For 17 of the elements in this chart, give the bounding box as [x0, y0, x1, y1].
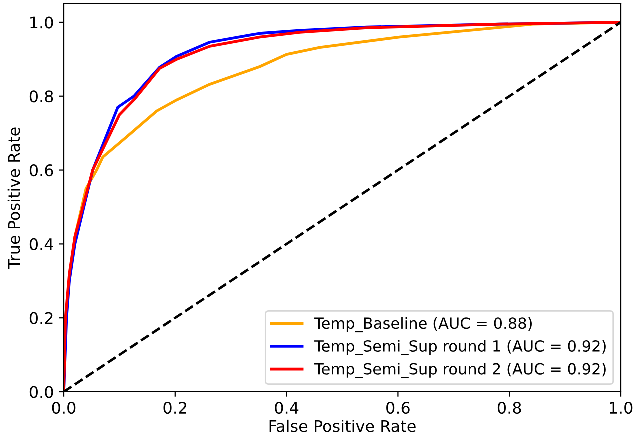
x-axis-title: False Positive Rate	[270, 420, 416, 432]
legend-label: Temp_Baseline (AUC = 0.88)	[314, 317, 532, 333]
x-tick-label: 0.0	[52, 402, 76, 414]
x-tick-label: 0.6	[386, 402, 410, 414]
y-axis-title: True Positive Rate	[8, 128, 20, 270]
y-tick-label: 1.0	[30, 16, 54, 29]
y-tick-label: 0.2	[30, 312, 53, 324]
legend-label: Temp_Semi_Sup round 2 (AUC = 0.92)	[314, 363, 606, 378]
legend-label: Temp_Semi_Sup round 1 (AUC = 0.92)	[314, 340, 606, 356]
y-tick-label: 0.8	[30, 90, 54, 103]
y-tick-label: 0.4	[30, 238, 54, 250]
x-tick-label: 0.4	[275, 402, 299, 414]
y-tick-label: 0.0	[30, 386, 54, 398]
x-tick-label: 0.2	[164, 402, 186, 414]
x-tick-label: 1.0	[610, 402, 633, 414]
y-tick-label: 0.6	[30, 164, 54, 177]
x-tick-label: 0.8	[498, 402, 522, 414]
